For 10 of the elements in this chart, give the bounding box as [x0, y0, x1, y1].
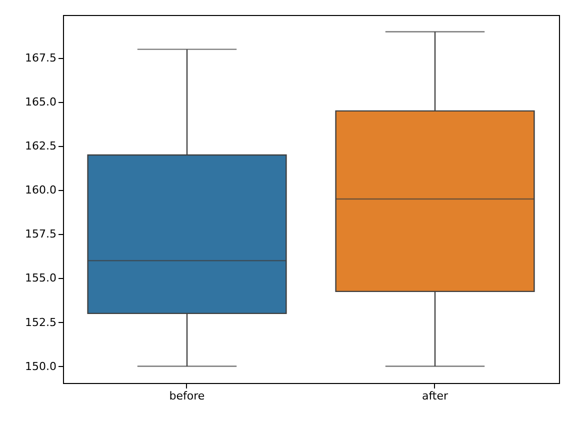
x-tick-label: before	[169, 390, 205, 402]
y-tick-label: 150.0	[25, 360, 56, 373]
y-tick-label: 152.5	[25, 316, 56, 329]
y-tick-label: 162.5	[25, 140, 56, 153]
y-tick-label: 155.0	[25, 272, 56, 285]
y-tick-label: 157.5	[25, 228, 56, 241]
x-tick-label: after	[422, 390, 448, 402]
y-tick-label: 165.0	[25, 96, 56, 109]
y-tick-label: 160.0	[25, 184, 56, 197]
y-tick-label: 167.5	[25, 52, 56, 65]
